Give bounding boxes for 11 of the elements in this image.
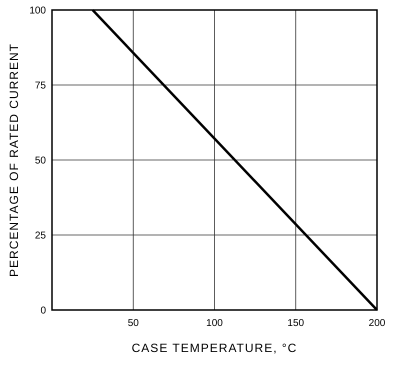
y-tick-label: 25 xyxy=(34,230,46,242)
x-axis-title: CASE TEMPERATURE, °C xyxy=(132,341,298,355)
x-tick-label: 200 xyxy=(368,318,386,329)
y-tick-label: 50 xyxy=(34,156,46,166)
y-tick-label: 0 xyxy=(40,306,46,316)
y-tick-label: 75 xyxy=(34,80,46,92)
y-axis-title: PERCENTAGE OF RATED CURRENT xyxy=(7,43,21,277)
x-tick-label: 50 xyxy=(128,318,140,329)
x-tick-label: 150 xyxy=(287,318,305,329)
x-tick-label: 100 xyxy=(206,318,224,329)
y-tick-label: 100 xyxy=(29,6,46,16)
